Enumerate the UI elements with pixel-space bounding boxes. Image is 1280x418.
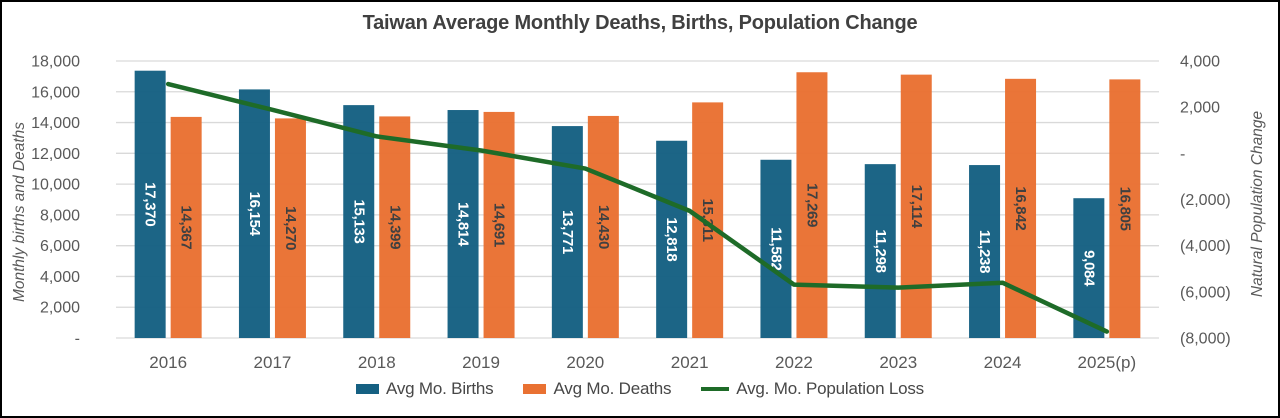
legend-item-deaths: Avg Mo. Deaths	[523, 379, 671, 399]
left-axis-tick-label: 6,000	[40, 238, 80, 255]
left-axis-tick-label: 14,000	[31, 115, 80, 132]
bar-deaths-2020	[587, 115, 619, 339]
left-axis-tick-label: 16,000	[31, 84, 80, 101]
bar-value-label: 13,771	[559, 210, 576, 254]
deaths-series-swatch-icon	[523, 384, 547, 394]
bar-value-label: 14,270	[282, 206, 299, 250]
bar-births-2022	[760, 159, 792, 338]
bar-value-label: 15,133	[350, 200, 367, 244]
x-axis-label: 2019	[462, 353, 500, 372]
bar-value-label: 17,269	[803, 183, 820, 227]
bar-births-2021	[656, 140, 688, 338]
bar-value-label: 11,582	[767, 227, 784, 270]
population-loss-line-swatch-icon	[701, 387, 730, 391]
bar-value-label: 14,367	[178, 205, 195, 249]
right-axis-tick-label: 2,000	[1180, 100, 1220, 117]
bar-deaths-2023	[900, 74, 932, 338]
legend-label-deaths: Avg Mo. Deaths	[553, 379, 672, 398]
bar-births-2017	[238, 89, 270, 338]
left-axis-tick-label: 2,000	[40, 300, 80, 317]
right-axis-tick-label: (6,000)	[1180, 284, 1231, 301]
bar-value-label: 14,399	[386, 205, 403, 249]
x-axis-label: 2018	[358, 353, 396, 372]
bar-births-2023	[864, 164, 896, 338]
bar-value-label: 11,298	[872, 229, 889, 272]
bar-value-label: 14,430	[595, 205, 612, 249]
right-axis-tick-label: (2,000)	[1180, 192, 1231, 209]
bar-value-label: 16,154	[246, 192, 263, 237]
legend-item-births: Avg Mo. Births	[356, 379, 494, 399]
bar-value-label: 9,084	[1080, 250, 1097, 287]
bar-value-label: 14,814	[455, 202, 472, 247]
bar-deaths-2022	[796, 72, 828, 339]
x-axis-label: 2020	[566, 353, 604, 372]
x-axis-label: 2024	[984, 353, 1022, 372]
bar-value-label: 15,311	[699, 199, 716, 242]
chart-title: Taiwan Average Monthly Deaths, Births, P…	[362, 12, 918, 34]
right-axis-tick-label: (8,000)	[1180, 331, 1231, 348]
bar-value-label: 16,805	[1116, 187, 1133, 231]
left-axis-tick-label: 8,000	[40, 207, 80, 224]
x-axis-label: 2022	[775, 353, 813, 372]
right-axis-tick-label: (4,000)	[1180, 238, 1231, 255]
bar-births-2024	[969, 165, 1001, 338]
bar-value-label: 12,818	[663, 217, 680, 261]
bar-deaths-2016	[170, 116, 202, 338]
births-series-swatch-icon	[356, 384, 380, 394]
legend-label-births: Avg Mo. Births	[386, 379, 494, 398]
bar-deaths-2017	[274, 118, 306, 338]
bar-value-label: 17,114	[908, 185, 925, 229]
right-axis-tick-label: -	[1180, 146, 1185, 163]
bar-births-2025(p)	[1073, 198, 1105, 338]
x-axis-label: 2023	[879, 353, 917, 372]
x-axis-label: 2025(p)	[1078, 353, 1137, 372]
bar-births-2018	[343, 105, 375, 339]
left-axis-tick-label: 12,000	[31, 146, 80, 163]
left-axis-tick-label: -	[75, 331, 80, 348]
legend-item-population-loss: Avg. Mo. Population Loss	[701, 379, 924, 399]
left-axis-tick-label: 18,000	[31, 54, 80, 71]
bar-value-label: 11,238	[976, 230, 993, 273]
left-axis-tick-label: 10,000	[31, 177, 80, 194]
bar-deaths-2025(p)	[1109, 79, 1141, 339]
x-axis-label: 2021	[671, 353, 709, 372]
chart-legend: Avg Mo. Births Avg Mo. Deaths Avg. Mo. P…	[2, 379, 1278, 399]
bar-births-2016	[134, 70, 166, 338]
x-axis-label: 2017	[254, 353, 292, 372]
right-axis-tick-label: 4,000	[1180, 54, 1220, 71]
legend-label-population-loss: Avg. Mo. Population Loss	[736, 379, 924, 398]
bar-value-label: 14,691	[491, 203, 508, 247]
left-axis-tick-label: 4,000	[40, 269, 80, 286]
bar-value-label: 17,370	[142, 182, 159, 226]
bar-deaths-2021	[692, 102, 724, 338]
bar-deaths-2018	[379, 116, 411, 338]
population-loss-line	[165, 81, 1110, 334]
bar-value-label: 16,842	[1012, 186, 1029, 230]
x-axis-label: 2016	[149, 353, 187, 372]
